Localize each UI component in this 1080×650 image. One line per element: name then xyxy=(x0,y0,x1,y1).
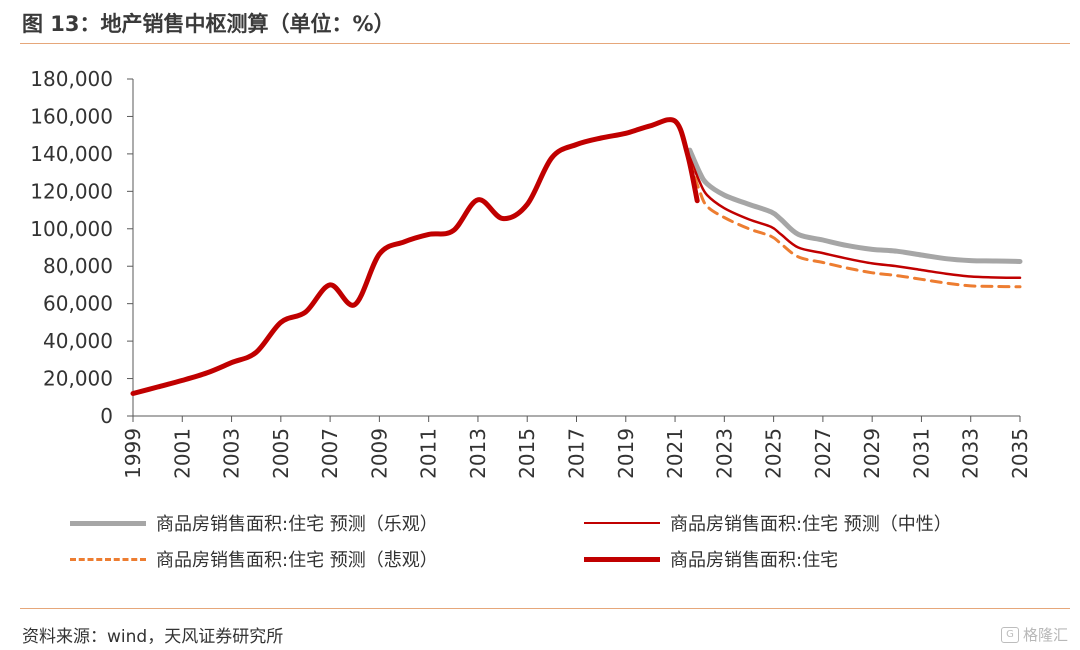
series-line-mid xyxy=(688,156,1022,280)
legend-label-optimistic: 商品房销售面积:住宅 预测（乐观） xyxy=(156,514,438,535)
legend-swatch-pessimistic xyxy=(70,557,146,561)
y-tick-label: 180,000 xyxy=(30,67,113,91)
x-tick-label: 2005 xyxy=(269,428,293,479)
legend-swatch-actual xyxy=(584,556,660,562)
bottom-divider xyxy=(20,608,1070,609)
x-tick-label: 2033 xyxy=(959,428,983,479)
x-tick-label: 2023 xyxy=(712,428,736,479)
x-tick-label: 2031 xyxy=(909,428,933,479)
x-tick-label: 2021 xyxy=(663,428,687,479)
y-tick-label: 20,000 xyxy=(43,367,113,391)
y-tick-label: 80,000 xyxy=(43,254,113,278)
legend-label-mid: 商品房销售面积:住宅 预测（中性） xyxy=(670,514,952,535)
y-tick-label: 0 xyxy=(100,404,113,428)
legend-item-optimistic: 商品房销售面积:住宅 预测（乐观） xyxy=(70,510,438,536)
series-line-actual xyxy=(130,117,700,396)
watermark-text: 格隆汇 xyxy=(1022,626,1068,644)
x-tick-label: 2013 xyxy=(466,428,490,479)
x-tick-label: 2007 xyxy=(318,428,342,479)
source-note: 资料来源：wind，天风证券研究所 xyxy=(22,627,284,647)
series-line-optimistic xyxy=(687,147,1023,264)
watermark-logo-icon: G xyxy=(1000,626,1019,643)
chart-legend: 商品房销售面积:住宅 预测（乐观） 商品房销售面积:住宅 预测（中性） 商品房销… xyxy=(70,510,1050,580)
legend-item-actual: 商品房销售面积:住宅 xyxy=(584,546,838,572)
chart-title: 图 13：地产销售中枢测算（单位：%） xyxy=(22,12,395,36)
x-tick-label: 1999 xyxy=(121,428,145,479)
legend-swatch-mid xyxy=(584,522,660,524)
x-tick-label: 2011 xyxy=(417,428,441,479)
x-tick-label: 2019 xyxy=(614,428,638,479)
legend-label-pessimistic: 商品房销售面积:住宅 预测（悲观） xyxy=(156,550,438,571)
y-tick-label: 40,000 xyxy=(43,329,113,353)
x-tick-label: 2017 xyxy=(565,428,589,479)
x-tick-label: 2003 xyxy=(220,428,244,479)
y-tick-label: 120,000 xyxy=(30,179,113,203)
top-divider xyxy=(20,43,1070,44)
legend-item-pessimistic: 商品房销售面积:住宅 预测（悲观） xyxy=(70,546,438,572)
x-tick-label: 2001 xyxy=(170,428,194,479)
legend-label-actual: 商品房销售面积:住宅 xyxy=(670,550,839,571)
y-tick-label: 160,000 xyxy=(30,104,113,128)
y-tick-label: 100,000 xyxy=(30,217,113,241)
x-tick-label: 2029 xyxy=(860,428,884,479)
x-tick-label: 2009 xyxy=(367,428,391,479)
x-tick-label: 2027 xyxy=(811,428,835,479)
watermark: G 格隆汇 xyxy=(1000,624,1068,645)
x-tick-label: 2015 xyxy=(515,428,539,479)
y-tick-label: 60,000 xyxy=(43,292,113,316)
x-tick-label: 2035 xyxy=(1008,428,1032,479)
legend-item-mid: 商品房销售面积:住宅 预测（中性） xyxy=(584,510,952,536)
y-tick-label: 140,000 xyxy=(30,142,113,166)
series-line-pessimistic xyxy=(688,159,1022,289)
legend-swatch-optimistic xyxy=(70,520,146,526)
x-tick-label: 2025 xyxy=(762,428,786,479)
